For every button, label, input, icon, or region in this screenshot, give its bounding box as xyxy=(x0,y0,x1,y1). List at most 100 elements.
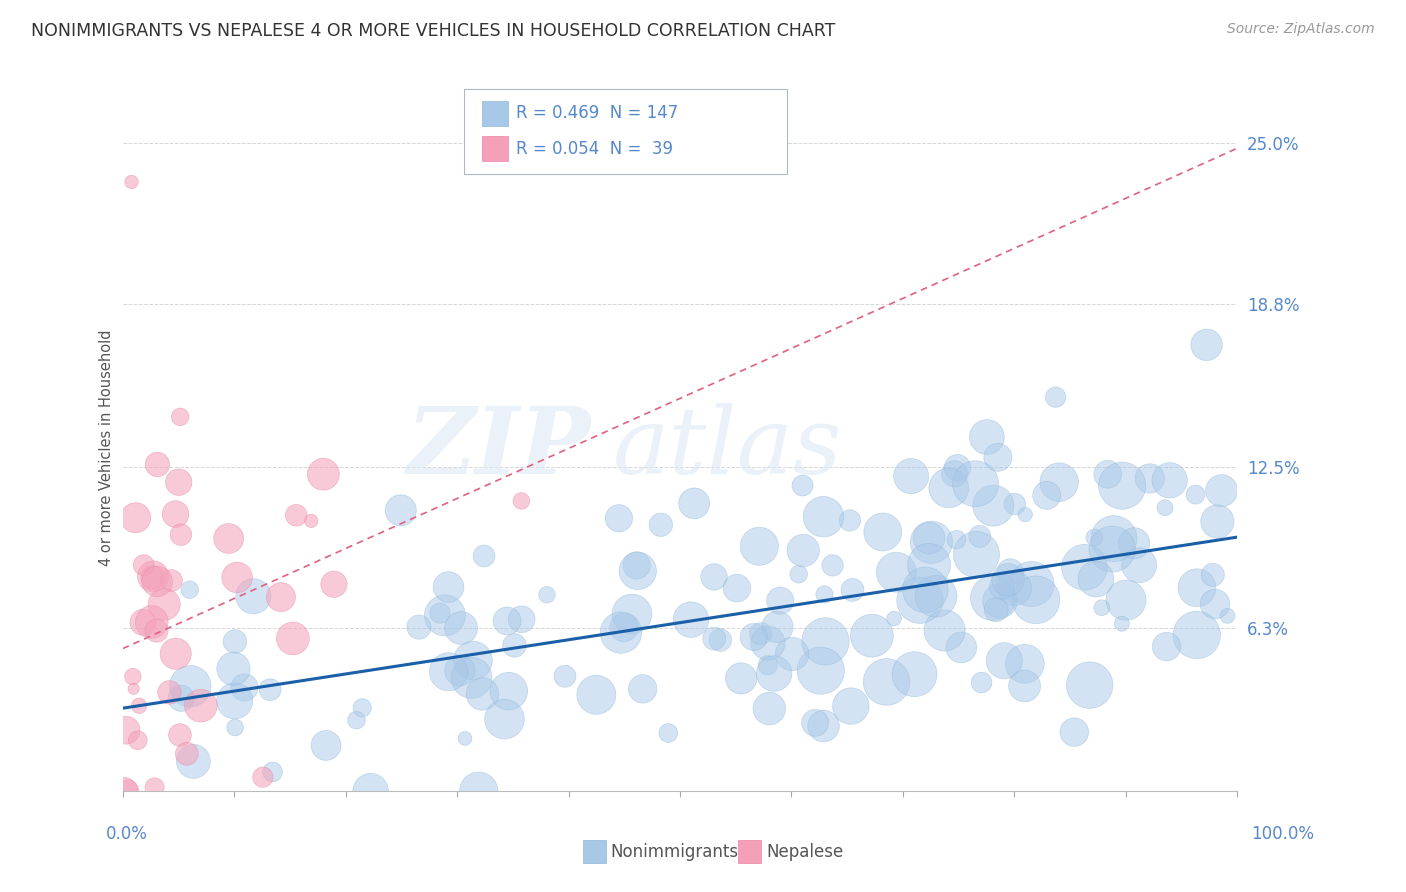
Point xyxy=(970,675,993,690)
Point xyxy=(988,594,1011,608)
Point xyxy=(993,654,1015,668)
Point xyxy=(763,666,786,681)
Point xyxy=(792,478,814,492)
Point xyxy=(787,567,810,582)
Point xyxy=(224,634,246,648)
Point xyxy=(510,612,533,626)
Point xyxy=(938,481,960,495)
Point xyxy=(536,588,558,602)
Point xyxy=(122,681,145,696)
Point xyxy=(224,721,246,735)
Point xyxy=(969,529,991,543)
Point xyxy=(169,409,191,424)
Point xyxy=(259,682,281,697)
Point xyxy=(631,681,654,696)
Point xyxy=(841,582,863,597)
Point xyxy=(749,627,772,641)
Point xyxy=(1128,558,1150,573)
Text: R = 0.469  N = 147: R = 0.469 N = 147 xyxy=(516,104,678,122)
Point xyxy=(128,698,150,713)
Point xyxy=(112,784,135,798)
Point xyxy=(433,608,456,623)
Point xyxy=(903,667,925,681)
Point xyxy=(141,615,163,629)
Point xyxy=(1091,600,1114,615)
Point xyxy=(190,698,212,713)
Point xyxy=(262,764,284,779)
Point xyxy=(908,593,931,607)
Point xyxy=(1185,581,1208,595)
Point xyxy=(1204,597,1226,611)
Point xyxy=(1115,593,1137,607)
Text: NONIMMIGRANTS VS NEPALESE 4 OR MORE VEHICLES IN HOUSEHOLD CORRELATION CHART: NONIMMIGRANTS VS NEPALESE 4 OR MORE VEHI… xyxy=(31,22,835,40)
Point xyxy=(1216,608,1239,623)
Point xyxy=(165,647,187,661)
Point xyxy=(657,726,679,740)
Point xyxy=(860,629,883,643)
Point xyxy=(813,719,835,733)
Point xyxy=(756,636,779,650)
Point xyxy=(170,691,193,706)
Point xyxy=(352,701,374,715)
Point xyxy=(224,694,246,708)
Point xyxy=(125,510,148,524)
Point xyxy=(159,685,181,699)
Point xyxy=(142,569,165,583)
Point xyxy=(169,728,191,742)
Point xyxy=(1195,338,1218,352)
Point xyxy=(1185,628,1208,642)
Point xyxy=(1202,567,1225,582)
Point xyxy=(270,590,292,604)
Point xyxy=(233,681,256,695)
Point xyxy=(146,458,169,472)
Point xyxy=(121,175,143,189)
Point xyxy=(450,621,472,635)
Point xyxy=(285,508,308,523)
Point xyxy=(804,715,827,730)
Text: Source: ZipAtlas.com: Source: ZipAtlas.com xyxy=(1227,22,1375,37)
Point xyxy=(1123,536,1146,550)
Point xyxy=(981,499,1004,513)
Point xyxy=(1014,679,1036,693)
Point xyxy=(315,739,337,753)
Point xyxy=(360,784,382,798)
Point xyxy=(607,511,630,525)
Point xyxy=(1021,577,1043,591)
Point xyxy=(839,699,862,714)
Point xyxy=(1004,497,1026,511)
Point xyxy=(1206,515,1229,529)
Point xyxy=(756,658,779,673)
Point xyxy=(146,574,169,589)
Point xyxy=(1139,471,1161,485)
Point xyxy=(769,593,792,607)
Point xyxy=(742,630,765,644)
Point xyxy=(610,625,633,640)
Text: Nonimmigrants: Nonimmigrants xyxy=(610,843,738,861)
Point xyxy=(183,755,205,769)
Point xyxy=(943,467,966,481)
Point xyxy=(703,570,725,584)
Point xyxy=(925,589,948,603)
Point xyxy=(984,602,1007,616)
Point xyxy=(950,640,973,655)
Point xyxy=(437,665,460,679)
Point xyxy=(900,469,922,483)
Point xyxy=(997,573,1019,587)
Point xyxy=(766,620,789,634)
Point xyxy=(1000,565,1022,579)
Point xyxy=(496,614,519,628)
Point xyxy=(1159,473,1181,487)
Point xyxy=(650,517,672,532)
Point xyxy=(703,632,725,646)
Point xyxy=(498,684,520,698)
Point xyxy=(153,598,176,612)
Point xyxy=(132,615,155,630)
Point xyxy=(626,558,648,573)
Text: 100.0%: 100.0% xyxy=(1251,825,1315,843)
Point xyxy=(471,687,494,701)
Point xyxy=(121,669,143,683)
Point xyxy=(467,784,489,798)
Point xyxy=(792,543,814,558)
Point xyxy=(179,679,201,693)
Point xyxy=(725,581,748,595)
